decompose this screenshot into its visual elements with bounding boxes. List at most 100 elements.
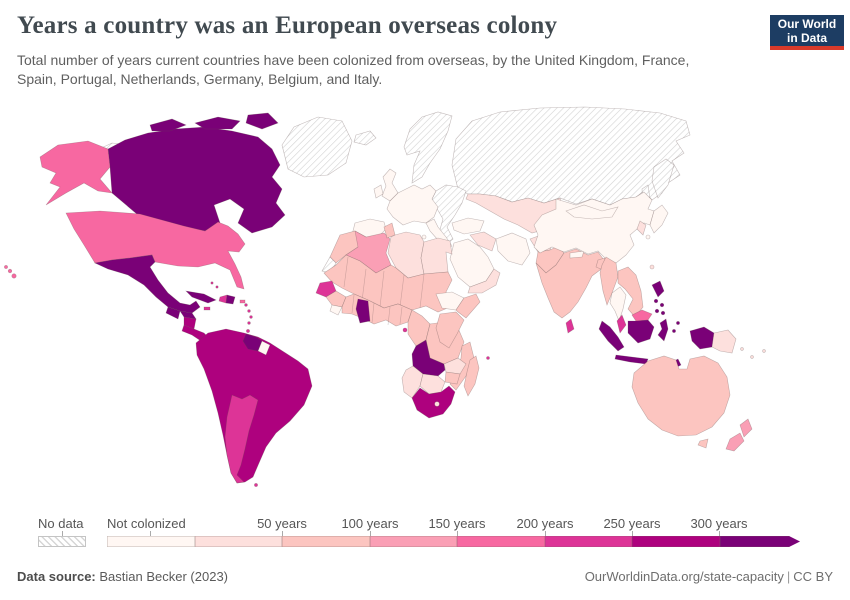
region-sri-lanka[interactable]: [565, 318, 575, 334]
region-sarawak-sabah[interactable]: [631, 309, 653, 322]
region-turkey[interactable]: [451, 217, 485, 235]
region-somalia[interactable]: [455, 293, 481, 319]
region-pacific-islands[interactable]: [750, 355, 754, 359]
legend-segment[interactable]: [632, 536, 720, 547]
region-canada-arctic[interactable]: [194, 116, 241, 130]
region-philippines[interactable]: [654, 308, 660, 314]
region-lesser-antilles[interactable]: [249, 315, 253, 319]
region-mexico[interactable]: [94, 254, 201, 314]
region-western-europe[interactable]: [386, 184, 439, 226]
region-italy-sardinia[interactable]: [421, 234, 427, 240]
region-egypt[interactable]: [420, 237, 453, 275]
region-dominican-republic[interactable]: [225, 294, 236, 305]
region-liberia[interactable]: [329, 304, 343, 316]
region-scandinavia[interactable]: [403, 111, 453, 184]
region-china[interactable]: [533, 191, 655, 264]
legend-segment[interactable]: [194, 536, 282, 547]
license-link[interactable]: CC BY: [793, 569, 833, 584]
region-indonesia-java[interactable]: [614, 354, 649, 365]
region-iran[interactable]: [495, 232, 531, 266]
legend-segment[interactable]: [369, 536, 457, 547]
region-malaysia-peninsular[interactable]: [616, 314, 627, 334]
region-thailand[interactable]: [609, 286, 627, 322]
region-usa-hawaii[interactable]: [11, 273, 17, 279]
region-zambia[interactable]: [443, 357, 467, 375]
region-canada-arctic[interactable]: [245, 112, 279, 130]
region-south-africa[interactable]: [411, 385, 456, 419]
region-zimbabwe[interactable]: [444, 371, 461, 385]
region-usa-alaska[interactable]: [39, 140, 113, 206]
region-angola[interactable]: [411, 339, 446, 377]
region-bahamas[interactable]: [215, 285, 219, 289]
region-haiti[interactable]: [218, 294, 228, 304]
region-syria-iraq[interactable]: [469, 231, 497, 252]
region-usa-hawaii[interactable]: [4, 265, 8, 269]
region-yemen-oman[interactable]: [467, 268, 501, 294]
legend-segment[interactable]: [282, 536, 370, 547]
region-philippines[interactable]: [651, 280, 665, 298]
region-madagascar[interactable]: [463, 355, 480, 397]
data-source: Data source: Bastian Becker (2023): [17, 569, 228, 584]
region-philippines[interactable]: [659, 302, 665, 308]
region-indonesia-sulawesi[interactable]: [657, 318, 669, 342]
legend-tick-label: 250 years: [603, 516, 661, 531]
region-cuba[interactable]: [185, 290, 217, 304]
owid-link[interactable]: OurWorldinData.org/state-capacity: [584, 569, 784, 584]
region-lesser-antilles[interactable]: [247, 309, 251, 313]
region-philippines[interactable]: [653, 298, 659, 304]
region-papua-new-guinea[interactable]: [711, 329, 737, 354]
legend-tick-label: 200 years: [516, 516, 574, 531]
region-sahel[interactable]: [323, 254, 453, 313]
region-pacific-islands[interactable]: [740, 347, 744, 351]
region-russia[interactable]: [451, 106, 691, 206]
region-ghana[interactable]: [355, 298, 371, 324]
region-iceland[interactable]: [353, 130, 377, 146]
legend-segment[interactable]: [720, 536, 801, 547]
region-lesotho[interactable]: [434, 401, 440, 407]
legend-segment[interactable]: [544, 536, 632, 547]
region-jamaica[interactable]: [203, 306, 211, 311]
region-lesser-antilles[interactable]: [244, 303, 248, 307]
region-japan[interactable]: [645, 234, 651, 240]
region-new-zealand[interactable]: [739, 418, 753, 438]
region-suriname[interactable]: [257, 340, 271, 356]
legend-segment[interactable]: [457, 536, 545, 547]
region-guatemala[interactable]: [165, 306, 181, 320]
region-indonesia-kalimantan[interactable]: [627, 319, 655, 344]
region-indonesia-sumatra[interactable]: [598, 320, 625, 352]
region-argentina[interactable]: [224, 394, 259, 484]
region-australia-tasmania[interactable]: [697, 438, 709, 449]
region-new-zealand[interactable]: [725, 432, 745, 452]
region-russia-kamchatka[interactable]: [651, 158, 675, 199]
region-indonesia-moluccas[interactable]: [676, 321, 680, 325]
legend-tick-label: 50 years: [257, 516, 307, 531]
region-falkland-islands[interactable]: [254, 483, 258, 487]
region-usa-hawaii[interactable]: [7, 268, 13, 274]
region-myanmar[interactable]: [599, 256, 619, 306]
region-australia[interactable]: [631, 355, 731, 437]
owid-logo[interactable]: Our World in Data: [770, 15, 844, 50]
region-lesser-antilles[interactable]: [247, 321, 251, 325]
region-canada-arctic[interactable]: [149, 118, 187, 132]
region-mauritius[interactable]: [486, 356, 490, 360]
legend-no-data-swatch[interactable]: [38, 536, 86, 547]
region-indonesia-west-papua[interactable]: [689, 326, 715, 350]
region-india[interactable]: [535, 248, 605, 319]
legend-tick-label: Not colonized: [107, 516, 186, 531]
region-puerto-rico[interactable]: [239, 299, 246, 304]
region-east-africa[interactable]: [435, 311, 465, 349]
region-lesser-antilles[interactable]: [246, 329, 250, 333]
region-pacific-islands[interactable]: [762, 349, 766, 353]
region-korea[interactable]: [636, 220, 647, 236]
region-japan[interactable]: [649, 204, 669, 234]
region-taiwan[interactable]: [649, 264, 655, 270]
region-indonesia-moluccas[interactable]: [672, 329, 676, 333]
region-philippines[interactable]: [660, 310, 666, 316]
region-equatorial-guinea[interactable]: [402, 327, 408, 333]
region-nepal-bhutan[interactable]: [569, 250, 585, 259]
region-ireland[interactable]: [373, 184, 384, 199]
region-bahamas[interactable]: [210, 281, 214, 285]
region-mongolia[interactable]: [565, 204, 619, 220]
region-greenland[interactable]: [281, 116, 353, 178]
legend-segment[interactable]: [107, 536, 195, 547]
